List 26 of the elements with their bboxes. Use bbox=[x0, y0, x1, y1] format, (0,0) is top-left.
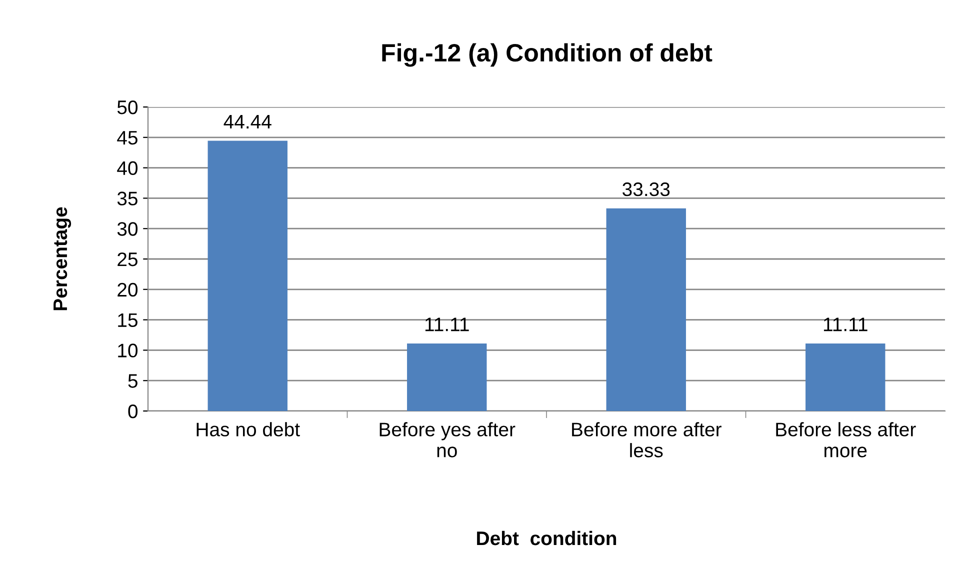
data-label: 44.44 bbox=[224, 115, 272, 128]
y-tick-label: 25 bbox=[118, 252, 138, 266]
y-tick-label: 45 bbox=[117, 131, 138, 145]
bar bbox=[606, 208, 686, 411]
data-label: 11.11 bbox=[425, 318, 469, 332]
y-tick-label: 5 bbox=[128, 374, 138, 388]
y-tick-label: 10 bbox=[118, 344, 138, 358]
data-label: 33.33 bbox=[622, 182, 670, 196]
y-axis-title: Percentage bbox=[54, 207, 72, 310]
bar bbox=[208, 140, 288, 411]
x-tick-label: Before yes after no bbox=[380, 422, 516, 458]
y-tick-label: 20 bbox=[118, 282, 138, 297]
chart-title: Fig.-12 (a) Condition of debt bbox=[382, 43, 712, 67]
x-axis-title: Debt condition bbox=[477, 530, 616, 546]
bar bbox=[407, 343, 487, 411]
x-tick-label: Before more after less bbox=[572, 422, 722, 458]
y-tick-label: 0 bbox=[128, 404, 138, 418]
x-tick-label: Has no debt bbox=[196, 422, 300, 436]
y-tick-label: 15 bbox=[118, 313, 138, 328]
bar bbox=[806, 343, 886, 411]
y-tick-label: 50 bbox=[117, 100, 138, 114]
y-tick-label: 35 bbox=[117, 192, 138, 206]
x-tick-label: Before less after more bbox=[776, 422, 916, 458]
y-tick-label: 30 bbox=[117, 222, 138, 236]
data-label: 11.11 bbox=[824, 318, 868, 332]
y-tick-label: 40 bbox=[117, 161, 138, 176]
